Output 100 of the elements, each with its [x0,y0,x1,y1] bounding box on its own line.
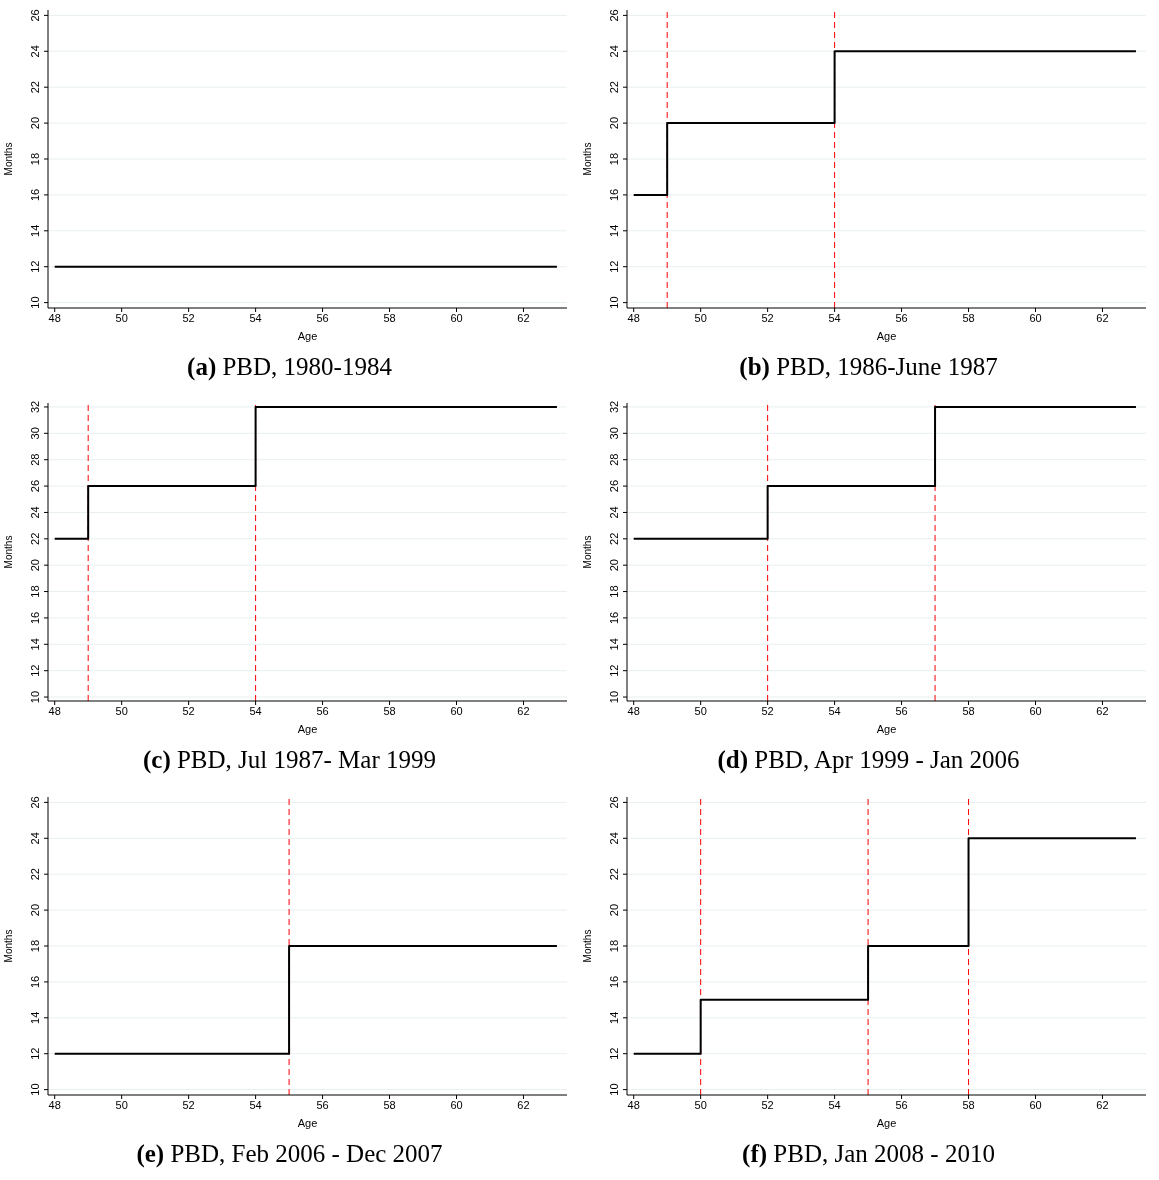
x-tick-label: 50 [115,705,128,718]
x-axis-title: Age [297,330,318,342]
y-axis-title: Months [2,929,14,963]
y-tick-label: 10 [29,296,41,309]
x-tick-label: 50 [115,1098,128,1111]
y-tick-label: 28 [29,453,41,467]
y-tick-label: 14 [608,1011,620,1024]
y-tick-label: 26 [29,795,41,809]
y-tick-label: 24 [608,45,620,58]
x-tick-label: 48 [627,311,640,324]
x-tick-label: 58 [962,1098,975,1111]
x-tick-label: 48 [627,1098,640,1111]
y-axis-title: Months [581,142,593,176]
x-tick-label: 50 [115,311,128,324]
x-axis-title: Age [876,330,897,342]
x-tick-label: 54 [249,705,262,718]
y-tick-label: 14 [29,224,41,237]
x-tick-label: 54 [828,1098,841,1111]
y-tick-label: 22 [608,867,620,880]
x-tick-label: 56 [895,1098,908,1111]
y-tick-label: 20 [608,559,620,572]
y-tick-label: 22 [608,533,620,546]
y-tick-label: 16 [608,975,620,988]
x-tick-label: 56 [895,311,908,324]
y-tick-label: 14 [29,638,41,651]
y-tick-label: 14 [29,1011,41,1024]
y-tick-label: 26 [608,9,620,22]
y-tick-label: 20 [29,559,41,572]
x-tick-label: 54 [249,1098,262,1111]
x-tick-label: 48 [48,705,61,718]
y-tick-label: 30 [608,427,620,440]
y-tick-label: 12 [29,664,41,678]
y-tick-label: 16 [29,188,41,202]
y-tick-label: 24 [608,831,620,845]
y-tick-label: 28 [608,453,620,467]
y-tick-label: 20 [608,116,620,130]
y-tick-label: 18 [608,585,620,599]
y-tick-label: 16 [608,188,620,202]
x-tick-label: 52 [182,311,195,324]
y-tick-label: 12 [608,1047,620,1060]
x-tick-label: 50 [694,1098,707,1111]
y-axis-title: Months [581,535,593,569]
y-tick-label: 26 [29,9,41,22]
x-tick-label: 52 [761,1098,774,1111]
x-tick-label: 62 [1096,705,1109,718]
y-tick-label: 10 [29,1083,41,1096]
x-tick-label: 58 [383,311,396,324]
x-tick-label: 48 [627,705,640,718]
y-tick-label: 20 [29,116,41,130]
x-tick-label: 56 [895,705,908,718]
y-tick-label: 22 [29,867,41,880]
x-tick-label: 62 [517,311,530,324]
y-tick-label: 18 [29,939,41,952]
y-tick-label: 26 [29,480,41,493]
x-tick-label: 62 [517,1098,530,1111]
x-axis-title: Age [297,723,318,736]
y-tick-label: 24 [29,506,41,519]
y-tick-label: 18 [608,939,620,952]
x-tick-label: 60 [1029,705,1042,718]
x-tick-label: 58 [962,311,975,324]
y-tick-label: 12 [29,1047,41,1060]
y-tick-label: 10 [29,691,41,704]
y-tick-label: 26 [608,795,620,809]
y-tick-label: 22 [608,81,620,94]
x-tick-label: 62 [517,705,530,718]
y-tick-label: 24 [29,831,41,845]
text: (b) PBD, 1986-June 1987 [738,353,999,381]
x-axis-title: Age [297,1116,318,1129]
x-tick-label: 58 [383,705,396,718]
y-tick-label: 30 [29,427,41,440]
x-tick-label: 52 [761,311,774,324]
x-tick-label: 56 [316,311,329,324]
y-tick-label: 12 [608,664,620,678]
y-tick-label: 32 [29,401,41,414]
y-tick-label: 18 [29,585,41,599]
text: (c) PBD, Jul 1987- Mar 1999 [141,746,437,775]
y-tick-label: 10 [608,296,620,309]
y-tick-label: 16 [29,612,41,625]
x-tick-label: 62 [1096,1098,1109,1111]
x-tick-label: 54 [828,311,841,324]
x-tick-label: 54 [249,311,262,324]
x-tick-label: 56 [316,1098,329,1111]
y-tick-label: 18 [608,152,620,166]
x-axis-title: Age [876,723,897,736]
x-tick-label: 60 [1029,311,1042,324]
x-tick-label: 52 [182,1098,195,1111]
x-axis-title: Age [876,1116,897,1129]
x-tick-label: 60 [1029,1098,1042,1111]
y-tick-label: 16 [29,975,41,988]
y-tick-label: 12 [608,260,620,273]
y-tick-label: 26 [608,480,620,493]
y-axis-title: Months [2,142,14,176]
x-tick-label: 58 [962,705,975,718]
x-tick-label: 48 [48,1098,61,1111]
y-tick-label: 14 [608,638,620,651]
x-tick-label: 52 [761,705,774,718]
x-tick-label: 48 [48,311,61,324]
x-tick-label: 52 [182,705,195,718]
x-tick-label: 60 [450,705,463,718]
x-tick-label: 50 [694,311,707,324]
